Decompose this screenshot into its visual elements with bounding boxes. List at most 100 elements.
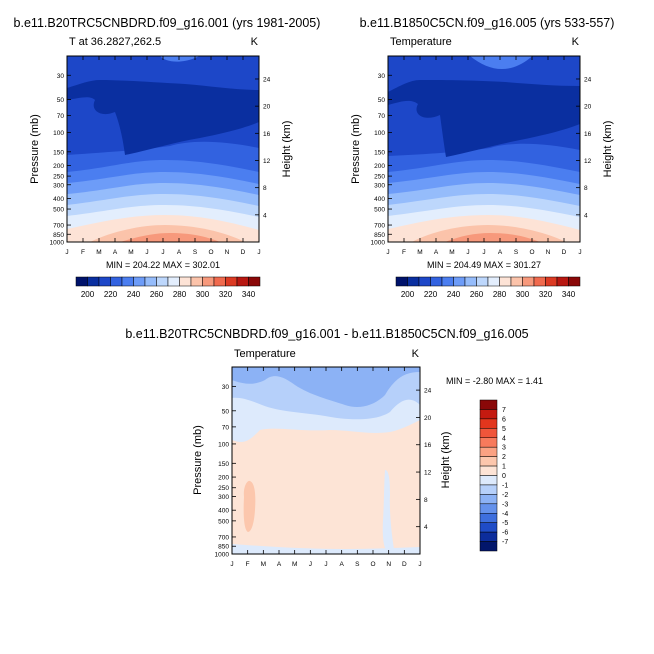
- panel-3-contour-field: [232, 367, 420, 554]
- panel-2-band-cold-core: [388, 80, 580, 157]
- x-tick-label: J: [309, 561, 312, 568]
- y-tick-label: 1000: [371, 240, 386, 247]
- y-tick-label: 70: [378, 113, 386, 120]
- colorbar-tick-label: 4: [502, 435, 506, 442]
- panel-2-left-label: Temperature: [390, 36, 452, 48]
- x-tick-label: O: [529, 249, 534, 256]
- x-tick-label: J: [230, 561, 233, 568]
- panel-2-colorbar: 200 220 240 260 280 300 320 340: [395, 276, 581, 299]
- x-tick-label: F: [246, 561, 250, 568]
- y-tick-label: 150: [53, 149, 64, 156]
- x-tick-label: M: [261, 561, 266, 568]
- y-tick-label: 700: [374, 223, 385, 230]
- x-tick-label: J: [578, 249, 581, 256]
- colorbar-box: [248, 276, 261, 287]
- colorbar-tick-label: -6: [502, 530, 508, 537]
- panel-1-title: b.e11.B20TRC5CNBDRD.f09_g16.001 (yrs 198…: [14, 16, 321, 30]
- y-tick-label: 400: [374, 196, 385, 203]
- colorbar-tick-label: 280: [173, 290, 187, 299]
- panel-2: b.e11.B1850C5CN.f09_g16.005 (yrs 533-557…: [350, 16, 614, 299]
- colorbar-box: [479, 531, 498, 542]
- y-tick-label: 1000: [215, 552, 230, 559]
- panel-2-right-label: K: [572, 36, 580, 48]
- y-tick-label: 150: [374, 149, 385, 156]
- colorbar-box: [510, 276, 523, 287]
- x-tick-label: N: [386, 561, 391, 568]
- y-right-tick-label: 4: [584, 212, 588, 219]
- y-right-tick-label: 4: [263, 212, 267, 219]
- colorbar-tick-label: 260: [470, 290, 484, 299]
- y-tick-label: 250: [53, 174, 64, 181]
- colorbar-box: [479, 522, 498, 533]
- y-tick-label: 100: [374, 130, 385, 137]
- panel-1-band-top-blob: [160, 56, 200, 62]
- panel-1-ylabel-right: Height (km): [281, 121, 293, 178]
- x-tick-label: S: [355, 561, 360, 568]
- colorbar-box: [98, 276, 111, 287]
- y-right-tick-label: 24: [424, 388, 432, 395]
- x-tick-label: O: [370, 561, 375, 568]
- y-tick-label: 30: [222, 384, 230, 391]
- y-tick-label: 700: [218, 534, 229, 541]
- colorbar-box: [479, 494, 498, 505]
- panel-3: b.e11.B20TRC5CNBDRD.f09_g16.001 - b.e11.…: [125, 327, 543, 568]
- panel-1-colorbar: 200 220 240 260 280 300 320 340: [75, 276, 261, 299]
- y-tick-label: 200: [53, 163, 64, 170]
- colorbar-tick-label: 1: [502, 464, 506, 471]
- colorbar-box: [533, 276, 546, 287]
- x-tick-label: J: [65, 249, 68, 256]
- y-tick-label: 400: [218, 508, 229, 515]
- colorbar-box: [479, 456, 498, 467]
- x-tick-label: F: [402, 249, 406, 256]
- y-tick-label: 500: [218, 518, 229, 525]
- y-right-tick-label: 16: [424, 442, 432, 449]
- x-tick-label: S: [514, 249, 519, 256]
- colorbar-box: [133, 276, 146, 287]
- y-tick-label: 850: [53, 232, 64, 239]
- colorbar-box: [568, 276, 581, 287]
- panel-3-right-label: K: [412, 348, 420, 360]
- y-tick-label: 30: [378, 73, 386, 80]
- colorbar-box: [479, 437, 498, 448]
- y-tick-label: 500: [374, 207, 385, 214]
- colorbar-box: [121, 276, 134, 287]
- colorbar-tick-label: 2: [502, 454, 506, 461]
- y-tick-label: 400: [53, 196, 64, 203]
- x-tick-label: N: [546, 249, 551, 256]
- colorbar-tick-label: -7: [502, 539, 508, 546]
- panel-2-ylabel-right: Height (km): [602, 121, 614, 178]
- colorbar-box: [75, 276, 88, 287]
- colorbar-box: [213, 276, 226, 287]
- y-tick-label: 300: [53, 182, 64, 189]
- colorbar-box: [479, 465, 498, 476]
- y-right-tick-label: 24: [263, 76, 271, 83]
- colorbar-tick-label: 320: [539, 290, 553, 299]
- x-tick-label: J: [482, 249, 485, 256]
- colorbar-tick-label: 280: [493, 290, 507, 299]
- colorbar-tick-label: 300: [196, 290, 210, 299]
- panel-1-left-label: T at 36.2827,262.5: [69, 36, 161, 48]
- colorbar-tick-label: 260: [150, 290, 164, 299]
- panel-3-ylabel-right: Height (km): [440, 432, 452, 489]
- y-right-tick-label: 8: [424, 497, 428, 504]
- x-tick-label: A: [339, 561, 344, 568]
- colorbar-box: [479, 399, 498, 410]
- colorbar-box: [202, 276, 215, 287]
- colorbar-box: [453, 276, 466, 287]
- x-tick-label: J: [145, 249, 148, 256]
- colorbar-box: [190, 276, 203, 287]
- x-tick-label: J: [257, 249, 260, 256]
- colorbar-box: [167, 276, 180, 287]
- y-tick-label: 30: [57, 73, 65, 80]
- colorbar-box: [556, 276, 569, 287]
- colorbar-box: [225, 276, 238, 287]
- x-tick-label: A: [277, 561, 282, 568]
- colorbar-box: [179, 276, 192, 287]
- y-tick-label: 500: [53, 207, 64, 214]
- panel-2-ylabel: Pressure (mb): [350, 114, 362, 184]
- colorbar-box: [479, 484, 498, 495]
- panel-1: b.e11.B20TRC5CNBDRD.f09_g16.001 (yrs 198…: [14, 16, 321, 299]
- colorbar-box: [479, 513, 498, 523]
